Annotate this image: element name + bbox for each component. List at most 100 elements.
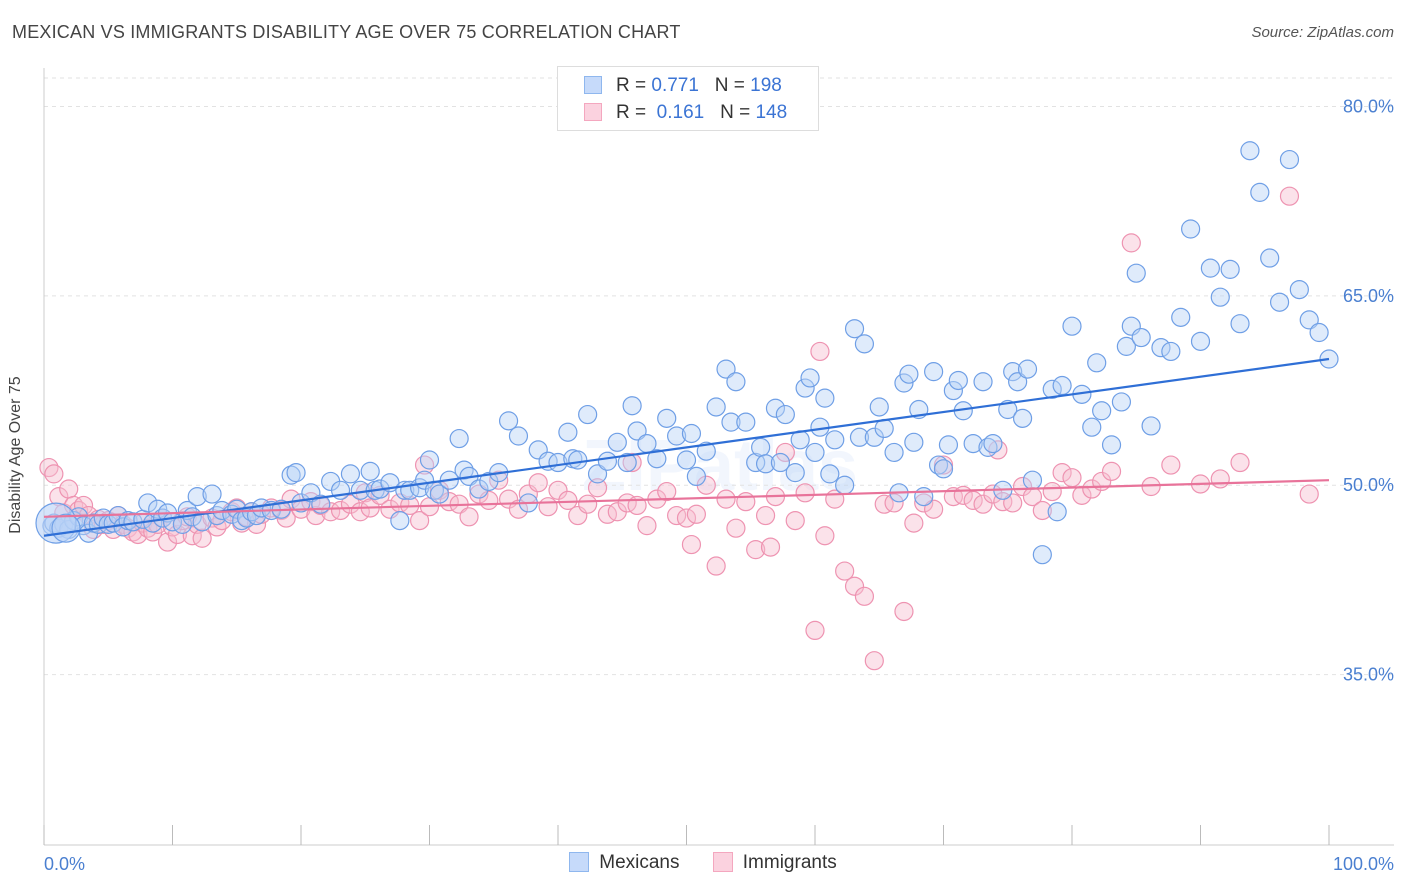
immigrants-point xyxy=(755,505,776,526)
mexicans-point xyxy=(884,442,904,463)
mexicans-point xyxy=(1032,545,1052,565)
mexicans-point xyxy=(805,442,825,463)
immigrants-point xyxy=(884,493,904,513)
immigrants-point xyxy=(760,537,781,557)
mexicans-point xyxy=(938,435,959,455)
mexicans-point xyxy=(755,454,776,474)
mexicans-point xyxy=(943,380,963,401)
mexicans-point xyxy=(1161,341,1181,362)
mexicans-point xyxy=(291,493,311,513)
mexicans-point xyxy=(844,319,865,339)
legend-n-label: N = xyxy=(720,102,751,123)
mexicans-point xyxy=(617,452,637,473)
mexicans-point xyxy=(998,399,1018,420)
mexicans-point xyxy=(1082,417,1102,437)
mexicans-points xyxy=(35,141,1339,565)
mexicans-point xyxy=(1092,401,1112,421)
immigrants-point xyxy=(904,513,924,533)
mexicans-trend-line xyxy=(43,357,1330,537)
mexicans-point xyxy=(894,373,914,393)
mexicans-point xyxy=(1171,307,1191,327)
immigrants-point xyxy=(844,576,865,596)
immigrants-point xyxy=(548,480,568,500)
legend-n-value-mexicans: 198 xyxy=(750,75,782,96)
mexicans-point xyxy=(904,432,924,452)
immigrants-point xyxy=(835,561,855,581)
mexicans-point xyxy=(1042,379,1062,399)
immigrants-point xyxy=(459,507,479,527)
mexicans-point xyxy=(138,493,158,513)
mexicans-point xyxy=(795,378,815,398)
immigrants-point xyxy=(993,492,1013,512)
bottom-legend-immigrants[interactable]: Immigrants xyxy=(712,852,837,874)
immigrants-point xyxy=(528,473,548,493)
mexicans-point xyxy=(607,432,627,452)
immigrants-point xyxy=(1161,455,1181,475)
mexicans-point xyxy=(924,362,944,382)
mexicans-point xyxy=(1190,331,1211,351)
mexicans-point xyxy=(815,388,835,408)
mexicans-point xyxy=(785,463,805,483)
mexicans-point xyxy=(1210,287,1230,307)
y-tick-label: 50.0% xyxy=(1343,475,1394,495)
mexicans-point xyxy=(597,451,618,471)
legend-row-immigrants: R = 0.161 N = 148 xyxy=(584,102,787,124)
mexicans-point xyxy=(1250,182,1270,202)
immigrants-point xyxy=(686,504,706,524)
mexicans-point xyxy=(1141,416,1161,436)
bottom-legend-mexicans[interactable]: Mexicans xyxy=(569,852,680,874)
mexicans-point xyxy=(775,404,795,425)
mexicans-point xyxy=(820,464,840,484)
immigrants-point xyxy=(746,540,766,560)
immigrants-point xyxy=(1032,500,1052,521)
immigrants-point xyxy=(914,493,934,513)
immigrants-point xyxy=(1210,469,1230,489)
immigrants-point xyxy=(924,499,944,519)
mexicans-point xyxy=(622,396,642,416)
legend: R = 0.771 N = 198 R = 0.161 N = 148 xyxy=(557,66,819,131)
mexicans-point xyxy=(429,484,449,504)
mexicans-point xyxy=(1012,408,1033,428)
immigrants-point xyxy=(558,490,578,510)
immigrants-point xyxy=(1042,481,1062,502)
source-label: Source: ZipAtlas.com xyxy=(1251,24,1394,41)
immigrants-point xyxy=(1012,476,1033,497)
immigrants-point xyxy=(73,495,94,516)
immigrants-point xyxy=(775,442,795,463)
mexicans-point xyxy=(849,427,870,447)
mexicans-swatch xyxy=(569,852,590,872)
immigrants-point xyxy=(1101,461,1122,481)
mexicans-point xyxy=(667,426,687,446)
mexicans-point xyxy=(721,412,741,432)
mexicans-point xyxy=(835,475,855,495)
immigrants-point xyxy=(637,516,657,536)
immigrants-point xyxy=(657,481,677,502)
mexicans-point xyxy=(676,450,697,470)
mexicans-point xyxy=(187,487,207,507)
mexicans-point xyxy=(454,460,474,480)
mexicans-point xyxy=(765,398,786,418)
immigrants-point xyxy=(706,556,726,576)
mexicans-point xyxy=(449,428,469,449)
immigrants-point xyxy=(321,502,341,522)
y-tick-label: 65.0% xyxy=(1343,286,1394,306)
mexicans-point xyxy=(1052,375,1072,396)
mexicans-point xyxy=(736,412,756,432)
legend-r-value-mexicans: 0.771 xyxy=(651,75,699,96)
mexicans-point xyxy=(390,510,410,531)
mexicans-point xyxy=(548,452,568,473)
immigrants-point xyxy=(676,508,697,528)
mexicans-point xyxy=(983,433,1003,454)
mexicans-point xyxy=(657,408,677,428)
mexicans-point xyxy=(498,411,519,431)
immigrants-point xyxy=(1003,493,1023,513)
immigrants-point xyxy=(330,500,351,521)
bottom-legend-label: Mexicans xyxy=(599,852,680,873)
legend-r-label: R = xyxy=(616,102,647,123)
immigrants-point xyxy=(805,620,825,641)
mexicans-point xyxy=(1289,279,1309,300)
mexicans-point xyxy=(51,513,81,543)
mexicans-point xyxy=(948,370,968,391)
mexicans-point xyxy=(726,372,746,392)
x-tick-label-max: 100.0% xyxy=(1333,854,1394,874)
